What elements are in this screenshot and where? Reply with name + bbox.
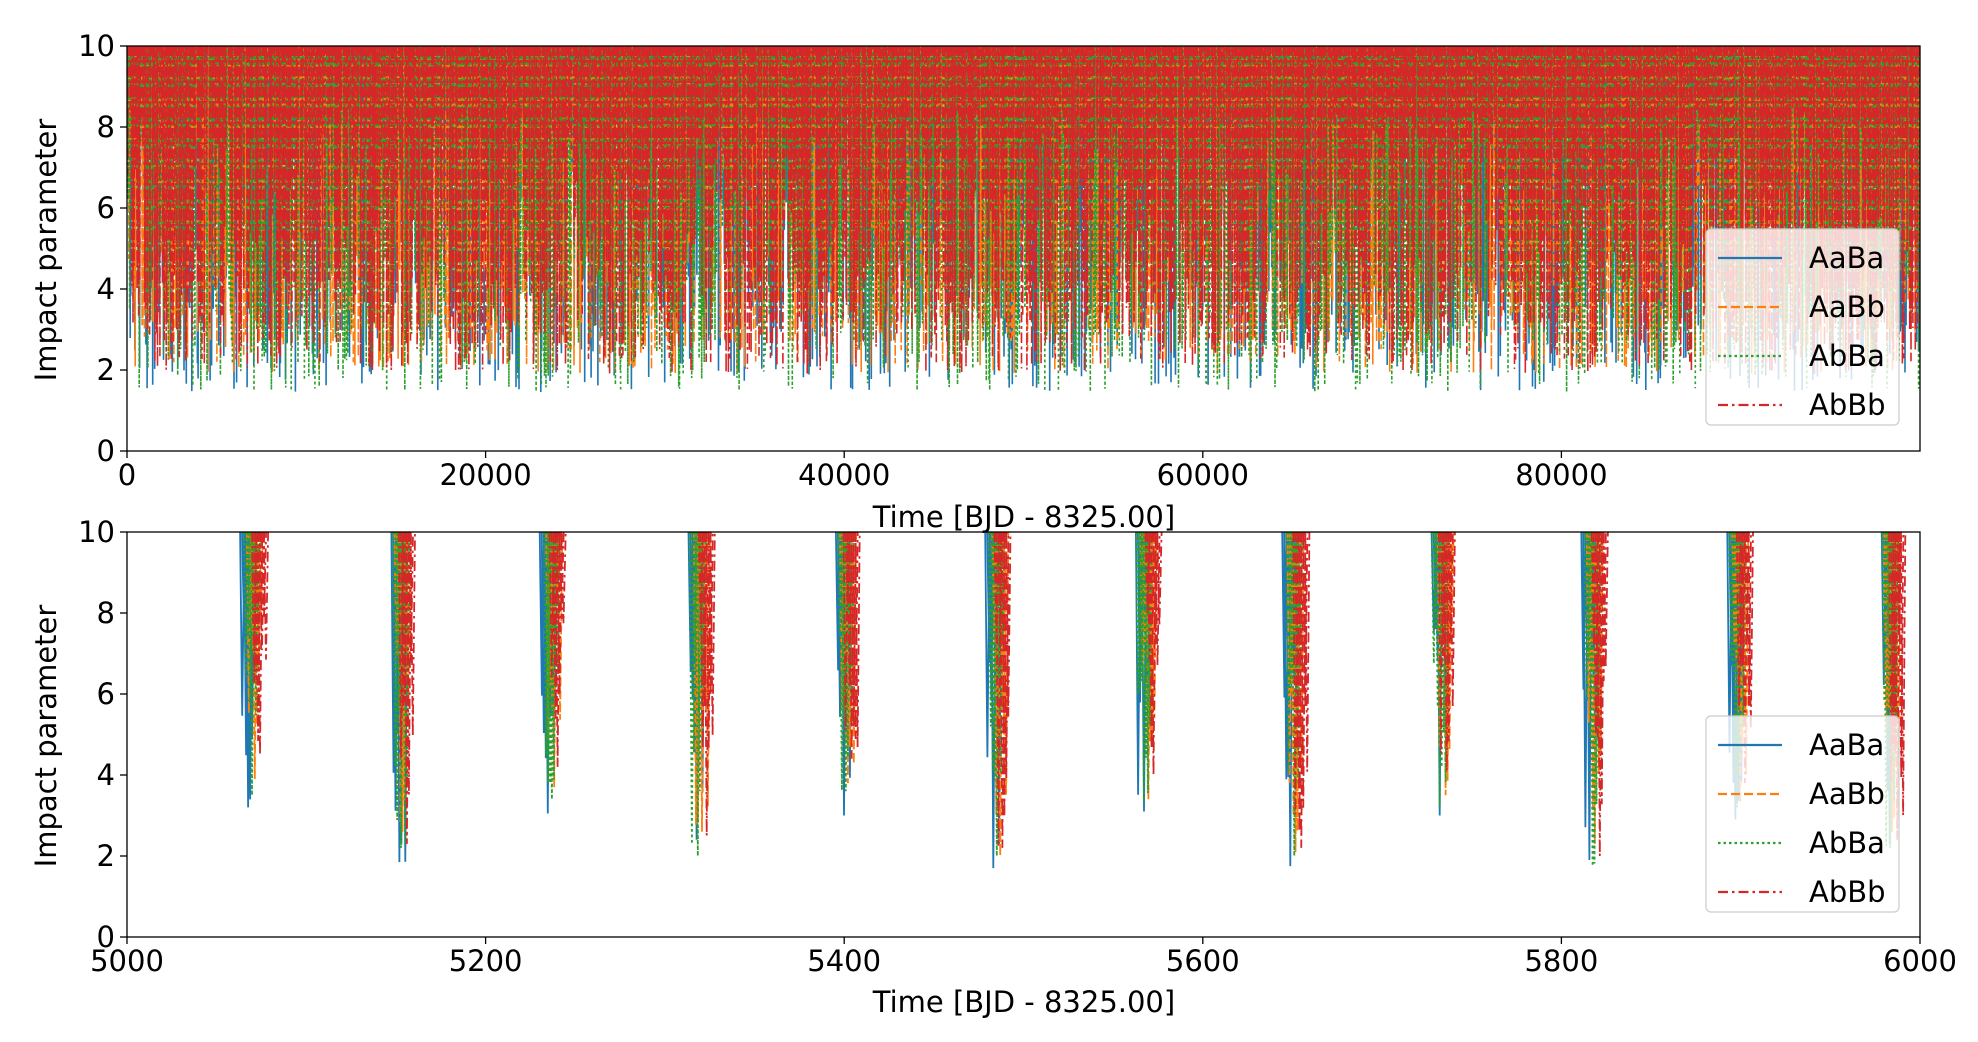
legend-label-aabb: AaBb <box>1809 777 1885 811</box>
top-legend: AaBa AaBb AbBa AbBb <box>1705 228 1900 426</box>
transit-dip <box>688 532 707 857</box>
transit-dip <box>243 532 261 796</box>
y-tick-label: 2 <box>97 353 115 387</box>
bottom-panel: 5000 5200 5400 5600 5800 6000 0 2 4 6 8 10 Time [BJ… <box>29 515 1957 1019</box>
transit-dip <box>1430 532 1449 808</box>
transit-dip <box>397 532 416 844</box>
legend-box <box>1705 228 1900 426</box>
x-tick-label: 20000 <box>439 458 531 492</box>
bottom-legend: AaBa AaBb AbBa AbBb <box>1705 715 1900 913</box>
x-tick-label: 0 <box>118 458 136 492</box>
y-tick-label: 0 <box>97 920 115 954</box>
top-axes: 0 20000 40000 60000 80000 0 2 4 6 8 10 <box>78 29 1921 492</box>
transit-dip <box>842 532 861 759</box>
transit-dip <box>1590 532 1609 857</box>
top-series-abbb <box>127 46 1920 374</box>
transit-dip <box>1286 532 1305 853</box>
y-tick-label: 0 <box>97 434 115 468</box>
transit-dip <box>993 532 1012 848</box>
bottom-x-axis-label: Time [BJD - 8325.00] <box>872 985 1175 1019</box>
x-tick-label: 5800 <box>1524 944 1598 978</box>
bottom-axes: 5000 5200 5400 5600 5800 6000 0 2 4 6 8 10 <box>78 515 1957 978</box>
y-tick-label: 6 <box>97 191 115 225</box>
transit-dip <box>1144 532 1163 776</box>
y-tick-label: 6 <box>97 677 115 711</box>
x-tick-label: 6000 <box>1883 944 1957 978</box>
top-y-axis-label: Impact parameter <box>29 119 63 382</box>
y-tick-label: 8 <box>97 596 115 630</box>
legend-label-abba: AbBa <box>1809 339 1885 373</box>
transit-dip <box>1285 532 1304 857</box>
legend-box <box>1705 715 1900 913</box>
transit-dip <box>1583 532 1602 867</box>
transit-dip <box>1437 532 1456 772</box>
legend-label-abbb: AbBb <box>1809 388 1886 422</box>
x-tick-label: 5000 <box>90 944 164 978</box>
x-tick-label: 40000 <box>798 458 890 492</box>
x-tick-label: 60000 <box>1157 458 1249 492</box>
transit-dip <box>251 532 269 755</box>
plot-frame <box>126 531 1921 938</box>
top-plot-area <box>127 46 1920 393</box>
x-tick-label: 80000 <box>1515 458 1607 492</box>
y-tick-label: 4 <box>97 272 115 306</box>
y-tick-label: 10 <box>78 515 115 549</box>
y-tick-label: 2 <box>97 839 115 873</box>
y-tick-label: 8 <box>97 110 115 144</box>
transit-dip <box>836 532 855 792</box>
legend-label-abba: AbBa <box>1809 826 1885 860</box>
top-panel: 0 20000 40000 60000 80000 0 2 4 6 8 10 Time [BJD -… <box>29 29 1921 534</box>
transit-dip <box>548 532 567 767</box>
transit-dip <box>1292 532 1311 848</box>
top-x-axis-label: Time [BJD - 8325.00] <box>872 500 1175 534</box>
x-tick-label: 5200 <box>449 944 523 978</box>
legend-label-abbb: AbBb <box>1809 875 1886 909</box>
x-tick-label: 5400 <box>807 944 881 978</box>
x-tick-label: 5600 <box>1166 944 1240 978</box>
transit-dip <box>1135 532 1153 804</box>
legend-label-aaba: AaBa <box>1809 728 1884 762</box>
transit-dip <box>239 532 258 808</box>
legend-label-aabb: AaBb <box>1809 290 1885 324</box>
transit-dip <box>543 532 561 800</box>
y-tick-label: 10 <box>78 29 115 63</box>
bottom-y-axis-label: Impact parameter <box>29 605 63 868</box>
transit-dip <box>987 532 1006 857</box>
y-tick-label: 4 <box>97 758 115 792</box>
legend-label-aaba: AaBa <box>1809 241 1884 275</box>
plot-frame <box>126 45 1921 452</box>
transit-dip <box>538 532 557 814</box>
